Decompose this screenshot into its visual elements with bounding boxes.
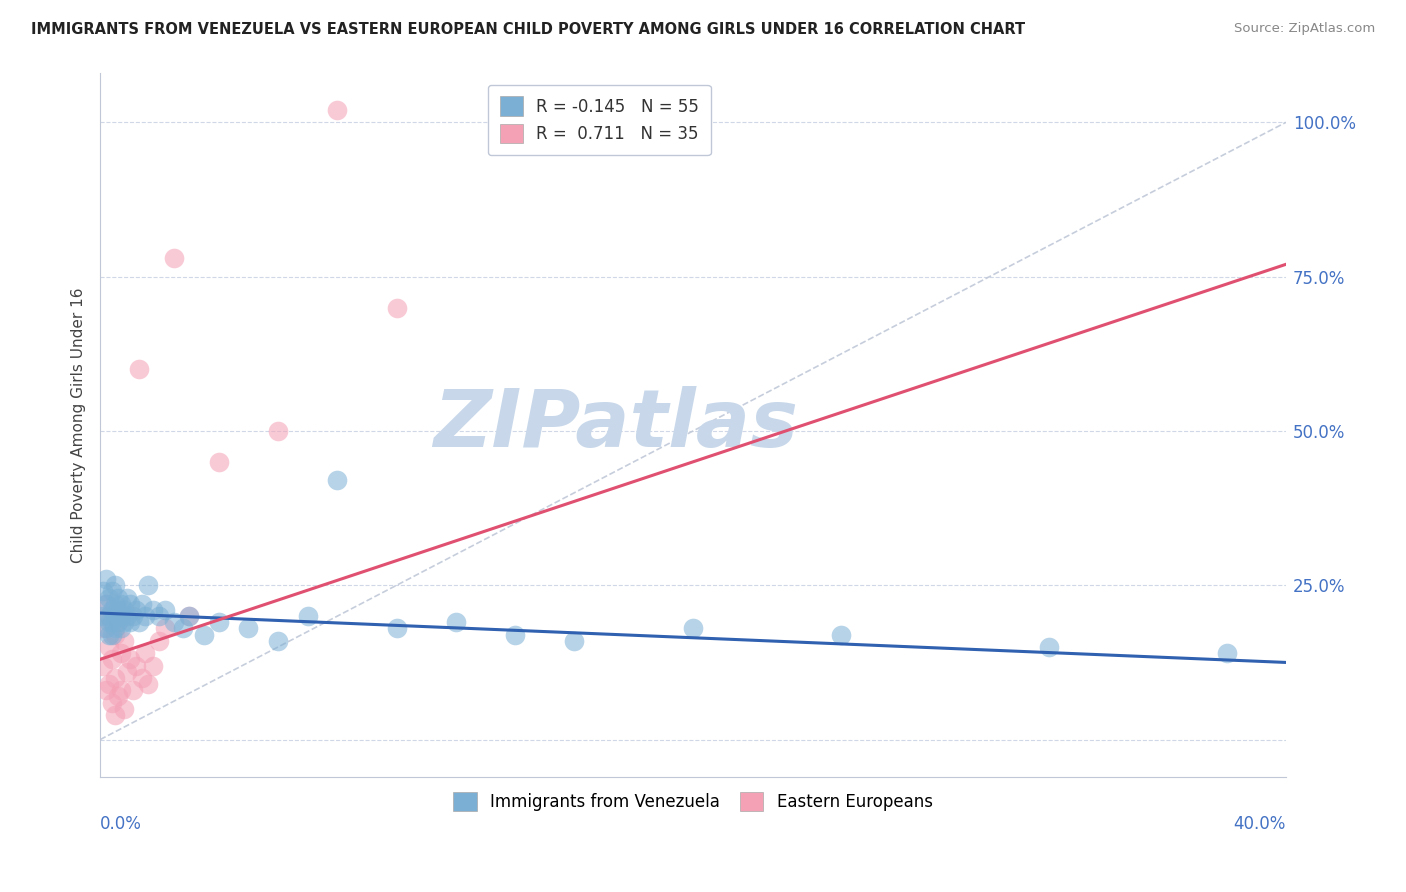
Point: [121, 609, 143, 624]
Point: [177, 609, 200, 624]
Point: [107, 591, 129, 605]
Point: [104, 622, 127, 636]
Text: 40.0%: 40.0%: [1233, 815, 1286, 833]
Point: [101, 615, 124, 630]
Point: [134, 609, 156, 624]
Point: [110, 609, 132, 624]
Point: [112, 615, 135, 630]
Point: [131, 671, 153, 685]
Point: [297, 609, 319, 624]
Point: [115, 609, 138, 624]
Point: [208, 455, 231, 469]
Point: [830, 628, 852, 642]
Point: [91, 609, 114, 624]
Point: [118, 597, 141, 611]
Point: [101, 584, 124, 599]
Point: [107, 690, 129, 704]
Point: [503, 628, 526, 642]
Point: [98, 609, 121, 624]
Point: [118, 652, 141, 666]
Point: [172, 622, 194, 636]
Point: [1038, 640, 1060, 654]
Point: [326, 474, 349, 488]
Point: [107, 603, 129, 617]
Point: [134, 646, 156, 660]
Point: [564, 633, 586, 648]
Point: [104, 597, 127, 611]
Point: [444, 615, 467, 630]
Point: [128, 362, 150, 376]
Point: [142, 603, 165, 617]
Point: [128, 615, 150, 630]
Point: [107, 615, 129, 630]
Point: [163, 251, 186, 265]
Legend: Immigrants from Venezuela, Eastern Europeans: Immigrants from Venezuela, Eastern Europ…: [447, 785, 939, 818]
Point: [115, 665, 138, 679]
Point: [110, 683, 132, 698]
Point: [107, 615, 129, 630]
Point: [98, 628, 121, 642]
Point: [155, 603, 177, 617]
Point: [177, 609, 200, 624]
Point: [385, 622, 408, 636]
Point: [110, 597, 132, 611]
Point: [98, 591, 121, 605]
Point: [112, 702, 135, 716]
Point: [121, 683, 143, 698]
Point: [326, 103, 349, 117]
Point: [385, 301, 408, 315]
Point: [682, 622, 704, 636]
Point: [267, 633, 290, 648]
Point: [115, 591, 138, 605]
Point: [104, 609, 127, 624]
Point: [104, 707, 127, 722]
Point: [148, 633, 170, 648]
Point: [91, 658, 114, 673]
Point: [98, 677, 121, 691]
Point: [104, 671, 127, 685]
Point: [267, 424, 290, 438]
Point: [98, 609, 121, 624]
Point: [98, 640, 121, 654]
Point: [1215, 646, 1237, 660]
Y-axis label: Child Poverty Among Girls Under 16: Child Poverty Among Girls Under 16: [72, 287, 86, 563]
Point: [101, 696, 124, 710]
Point: [155, 622, 177, 636]
Point: [125, 603, 148, 617]
Point: [91, 584, 114, 599]
Point: [110, 646, 132, 660]
Text: 0.0%: 0.0%: [100, 815, 142, 833]
Point: [98, 615, 121, 630]
Point: [94, 597, 117, 611]
Point: [101, 603, 124, 617]
Point: [136, 578, 159, 592]
Text: Source: ZipAtlas.com: Source: ZipAtlas.com: [1234, 22, 1375, 36]
Point: [104, 578, 127, 592]
Point: [101, 628, 124, 642]
Point: [112, 633, 135, 648]
Point: [118, 615, 141, 630]
Point: [238, 622, 260, 636]
Point: [94, 683, 117, 698]
Point: [91, 622, 114, 636]
Point: [112, 603, 135, 617]
Point: [136, 677, 159, 691]
Point: [94, 622, 117, 636]
Point: [208, 615, 231, 630]
Point: [142, 658, 165, 673]
Point: [110, 622, 132, 636]
Point: [101, 652, 124, 666]
Point: [131, 597, 153, 611]
Point: [193, 628, 215, 642]
Text: IMMIGRANTS FROM VENEZUELA VS EASTERN EUROPEAN CHILD POVERTY AMONG GIRLS UNDER 16: IMMIGRANTS FROM VENEZUELA VS EASTERN EUR…: [31, 22, 1025, 37]
Point: [125, 658, 148, 673]
Text: ZIPatlas: ZIPatlas: [433, 386, 799, 464]
Point: [148, 609, 170, 624]
Point: [104, 628, 127, 642]
Point: [163, 615, 186, 630]
Point: [94, 597, 117, 611]
Point: [94, 572, 117, 586]
